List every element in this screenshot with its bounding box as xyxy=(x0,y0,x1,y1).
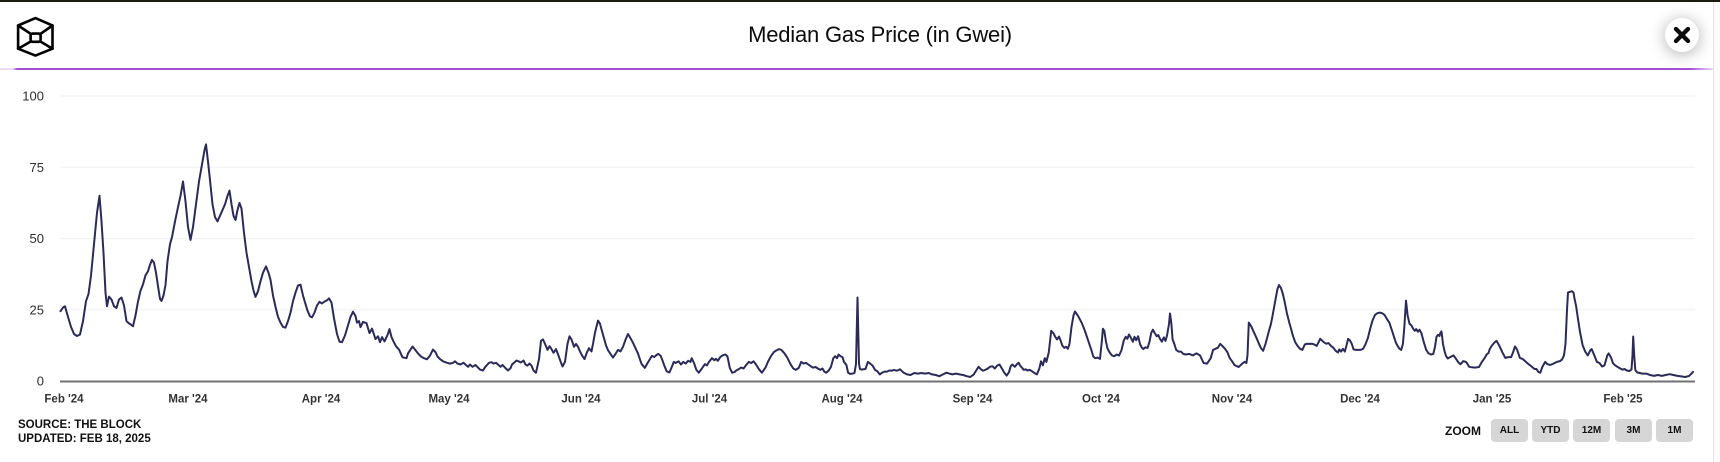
svg-text:Nov '24: Nov '24 xyxy=(1212,393,1253,405)
svg-text:75: 75 xyxy=(30,160,44,175)
svg-text:25: 25 xyxy=(30,302,44,317)
svg-text:Oct '24: Oct '24 xyxy=(1082,393,1120,405)
svg-text:Dec '24: Dec '24 xyxy=(1340,393,1380,405)
svg-text:Jan '25: Jan '25 xyxy=(1473,393,1512,405)
svg-text:Aug '24: Aug '24 xyxy=(821,393,863,405)
svg-text:Sep '24: Sep '24 xyxy=(953,393,993,405)
svg-text:Feb '25: Feb '25 xyxy=(1603,393,1643,405)
svg-text:May '24: May '24 xyxy=(428,393,470,405)
svg-text:50: 50 xyxy=(30,231,44,246)
svg-text:Jun '24: Jun '24 xyxy=(561,393,601,405)
svg-text:100: 100 xyxy=(22,89,44,104)
svg-text:Jul '24: Jul '24 xyxy=(692,393,728,405)
svg-text:0: 0 xyxy=(37,374,44,389)
svg-text:Apr '24: Apr '24 xyxy=(302,393,341,405)
svg-text:Mar '24: Mar '24 xyxy=(168,393,208,405)
svg-text:Feb '24: Feb '24 xyxy=(44,393,84,405)
